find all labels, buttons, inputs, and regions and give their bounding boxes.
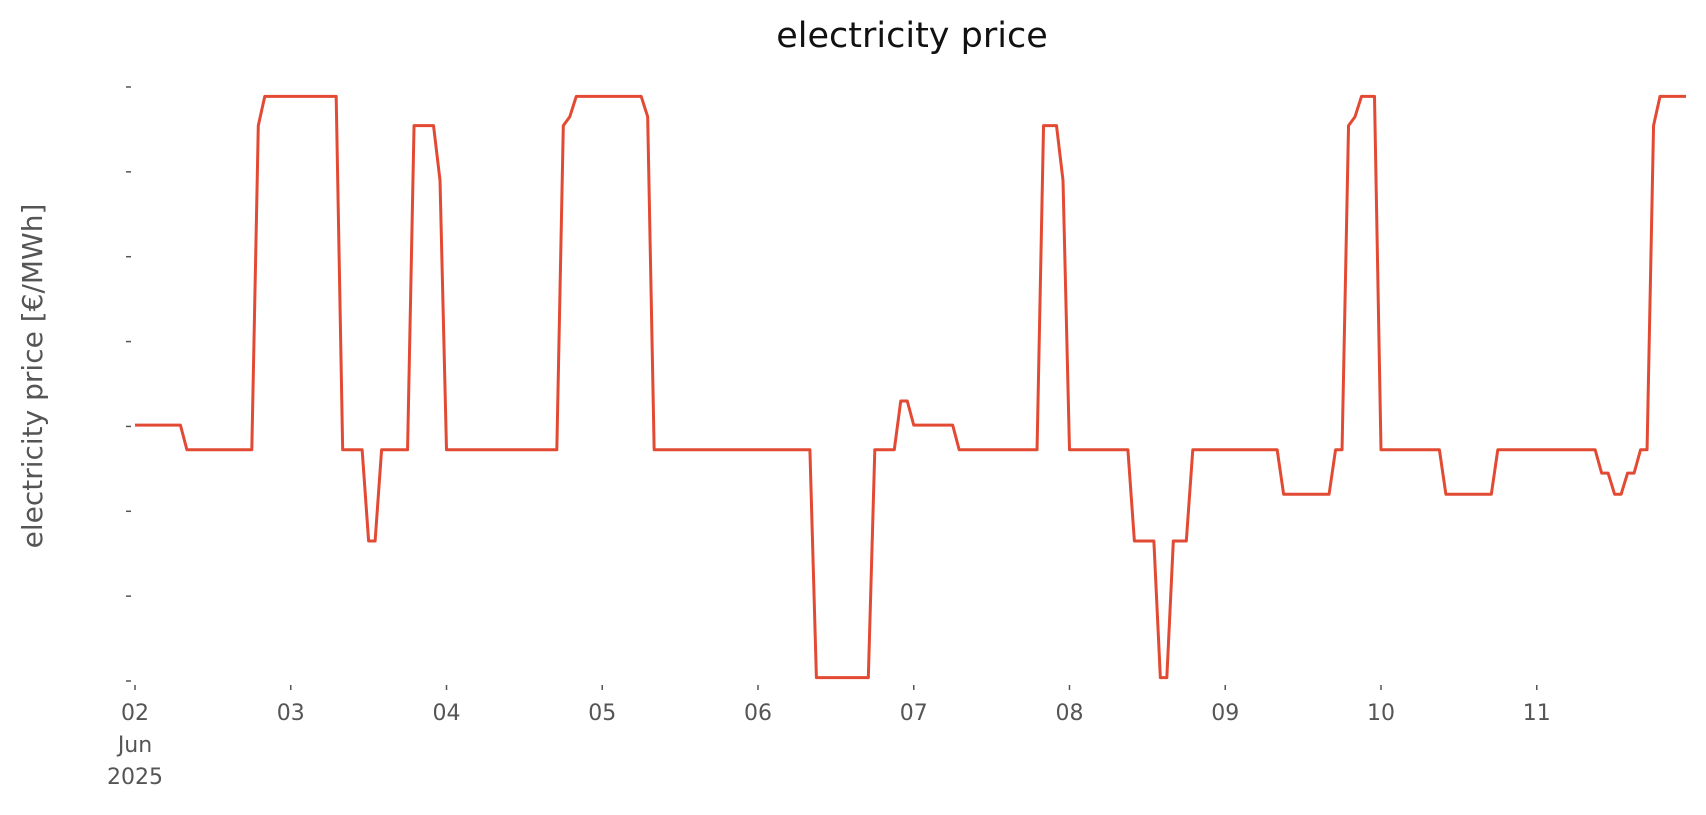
x-tick-label-line: Jun (116, 733, 152, 758)
x-tick-label-line: 2025 (107, 765, 163, 790)
x-tick-label: 04 (432, 701, 460, 726)
x-tick-label: 11 (1523, 701, 1551, 726)
y-axis-label: electricity price [€/MWh] (16, 204, 49, 549)
x-tick-label: 09 (1211, 701, 1239, 726)
x-tick-label: 10 (1367, 701, 1395, 726)
chart-title: electricity price (776, 16, 1048, 56)
x-tick-label: 02 Jun 2025 (107, 701, 163, 790)
x-tick-label: 08 (1055, 701, 1083, 726)
price-line (135, 94, 1686, 680)
x-tick-label: 06 (744, 701, 772, 726)
x-tick-label: 05 (588, 701, 616, 726)
x-tick-label: 03 (277, 701, 305, 726)
x-tick-label: 07 (900, 701, 928, 726)
x-tick-label-line: 02 (121, 701, 149, 726)
